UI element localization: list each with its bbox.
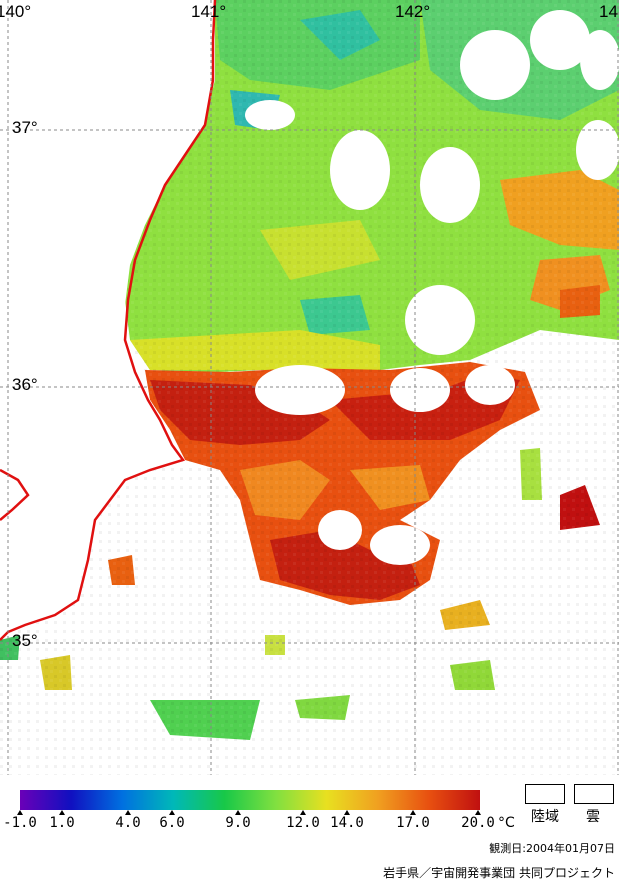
lat-label: 37° <box>12 118 38 137</box>
lon-label: 140° <box>0 2 32 21</box>
tick-mark <box>17 810 23 815</box>
tick-label: 12.0 <box>286 815 320 831</box>
tick-mark <box>475 810 481 815</box>
unit-label: °C <box>498 815 515 831</box>
tick-label: 6.0 <box>159 815 185 831</box>
tick-label: 17.0 <box>396 815 430 831</box>
tick-mark <box>169 810 175 815</box>
lon-label: 14 <box>599 2 618 21</box>
temperature-colorbar <box>20 790 480 810</box>
lat-label: 35° <box>12 631 38 650</box>
land-mask <box>0 0 215 640</box>
tick-mark <box>410 810 416 815</box>
tick-label: -1.0 <box>3 815 37 831</box>
coastline-inlet <box>0 468 30 521</box>
tick-label: 20.0 <box>461 815 495 831</box>
tick-mark <box>59 810 65 815</box>
tick-mark <box>300 810 306 815</box>
cloud-legend-label: 雲 <box>586 809 600 825</box>
land-legend-swatch <box>525 784 565 804</box>
tick-mark <box>125 810 131 815</box>
tick-label: 1.0 <box>49 815 75 831</box>
graticule <box>0 0 619 775</box>
lon-label: 141° <box>191 2 227 21</box>
lat-label: 36° <box>12 375 38 394</box>
coastline <box>0 0 217 641</box>
tick-mark <box>235 810 241 815</box>
tick-mark <box>344 810 350 815</box>
land-legend-label: 陸域 <box>531 809 559 825</box>
tick-label: 14.0 <box>330 815 364 831</box>
lon-label: 142° <box>395 2 431 21</box>
credit-line: 岩手県／宇宙開発事業団 共同プロジェクト <box>383 866 615 880</box>
tick-label: 9.0 <box>225 815 251 831</box>
observation-date: 観測日:2004年01月07日 <box>489 842 615 855</box>
cloud-legend-swatch <box>574 784 614 804</box>
tick-label: 4.0 <box>115 815 141 831</box>
sst-map <box>0 0 619 775</box>
